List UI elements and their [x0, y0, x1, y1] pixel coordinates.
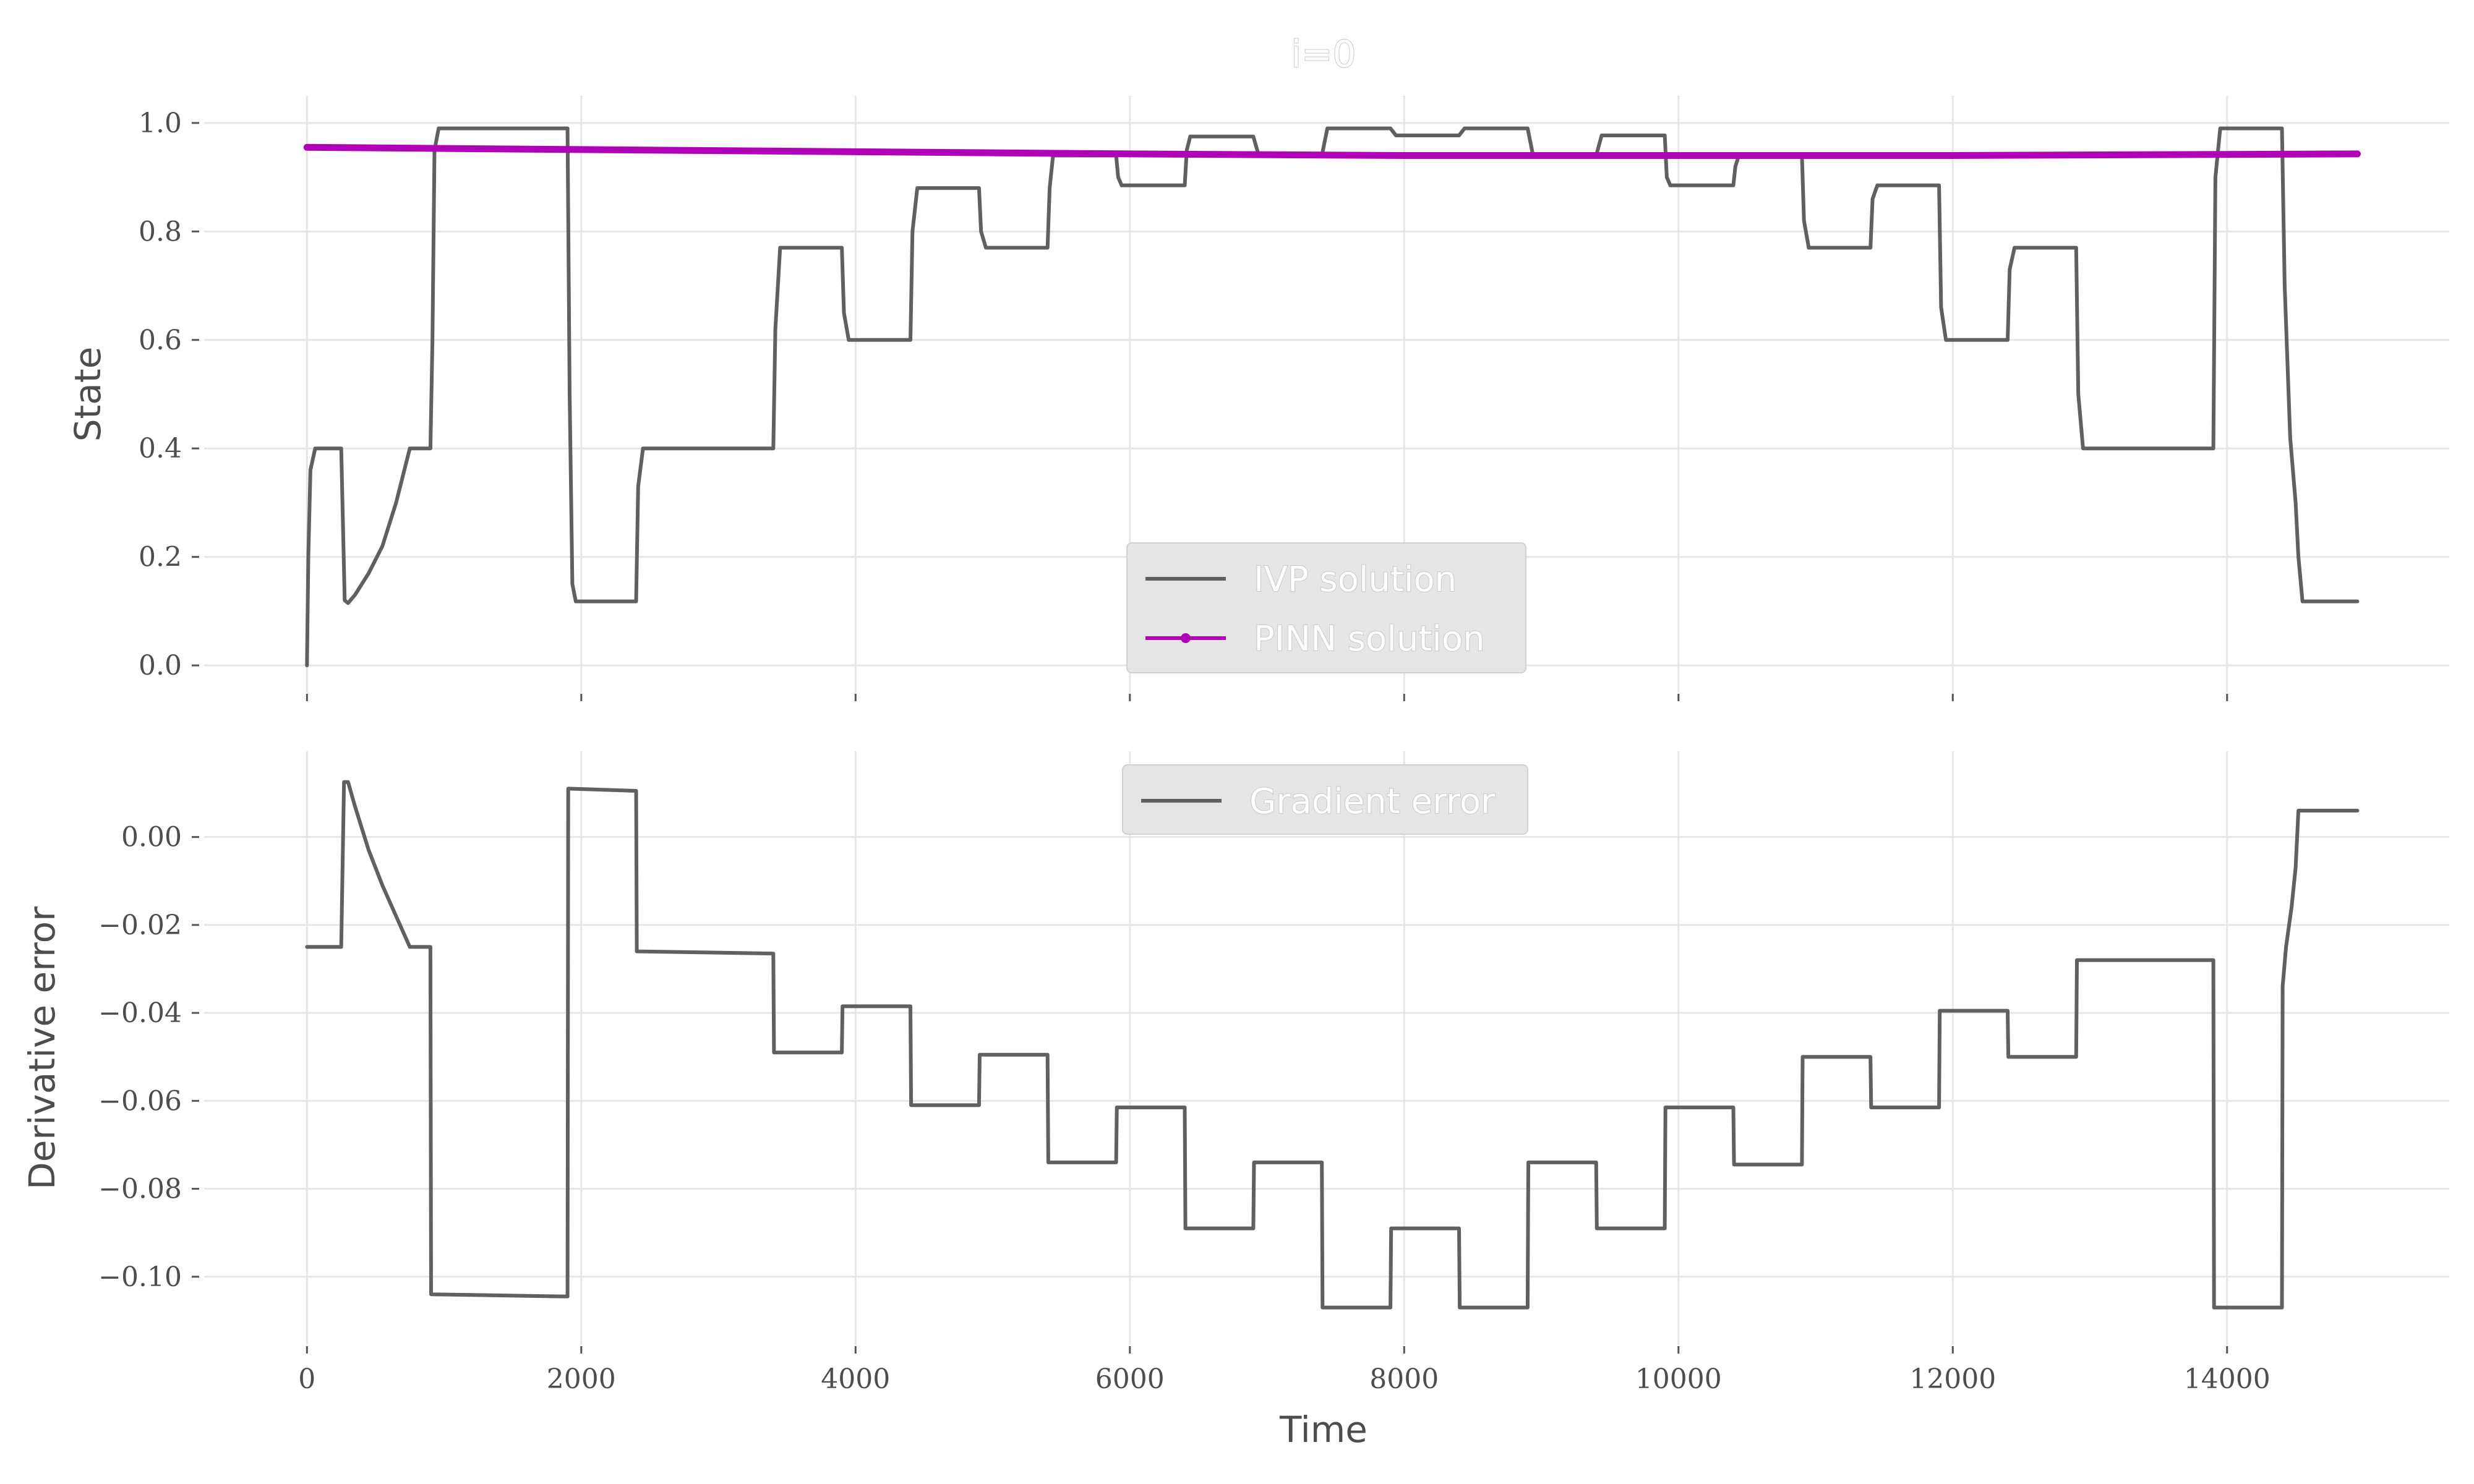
- x-tick-label: 10000: [1635, 1363, 1722, 1395]
- legend-marker: [1181, 633, 1191, 643]
- y-tick-label: −0.10: [98, 1261, 182, 1293]
- y-tick-label: 0.2: [139, 542, 182, 573]
- x-tick-label: 8000: [1369, 1363, 1439, 1395]
- legend-box: [1126, 542, 1526, 673]
- y-tick-label: 0.8: [139, 216, 182, 247]
- y-tick-label: −0.04: [98, 997, 182, 1029]
- x-tick-label: 2000: [547, 1363, 616, 1395]
- legend-label: Gradient error: [1249, 782, 1496, 822]
- legend-label: PINN solution: [1254, 619, 1485, 659]
- y-tick-label: 0.0: [139, 650, 182, 681]
- y-tick-label: −0.08: [98, 1174, 182, 1205]
- x-tick-label: 6000: [1095, 1363, 1165, 1395]
- x-tick-label: 14000: [2184, 1363, 2271, 1395]
- y-axis-label: State: [67, 347, 109, 442]
- y-tick-label: −0.02: [98, 910, 182, 941]
- y-tick-label: 0.4: [139, 433, 182, 464]
- state-panel: 0.0 0.2 0.4 0.6 0.8 1.0 State IVP solution PINN …: [67, 96, 2449, 701]
- derivative-error-panel: 0 2000 4000 6000 8000 10000 12000 14000 0.00 −0.0…: [21, 751, 2449, 1395]
- series-line-0: [305, 126, 2360, 668]
- y-axis-label: Derivative error: [21, 906, 63, 1190]
- x-tick-label: 0: [298, 1363, 315, 1395]
- y-tick-label: 1.0: [139, 108, 182, 139]
- y-tick-label: 0.00: [121, 822, 182, 853]
- y-tick-label: −0.06: [98, 1085, 182, 1117]
- legend-label: IVP solution: [1254, 560, 1457, 600]
- y-tick-label: 0.6: [139, 325, 182, 356]
- legend-box: [1122, 764, 1528, 835]
- series-line-0: [305, 780, 2360, 1310]
- figure-title: i=0: [1291, 33, 1356, 76]
- x-tick-label: 12000: [1909, 1363, 1996, 1395]
- series-line-1: [303, 143, 2361, 159]
- x-tick-label: 4000: [821, 1363, 890, 1395]
- x-axis-label: Time: [1279, 1409, 1368, 1451]
